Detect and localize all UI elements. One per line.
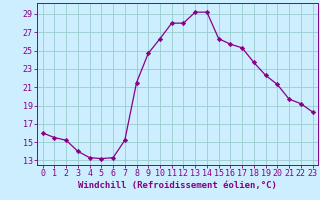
X-axis label: Windchill (Refroidissement éolien,°C): Windchill (Refroidissement éolien,°C)	[78, 181, 277, 190]
